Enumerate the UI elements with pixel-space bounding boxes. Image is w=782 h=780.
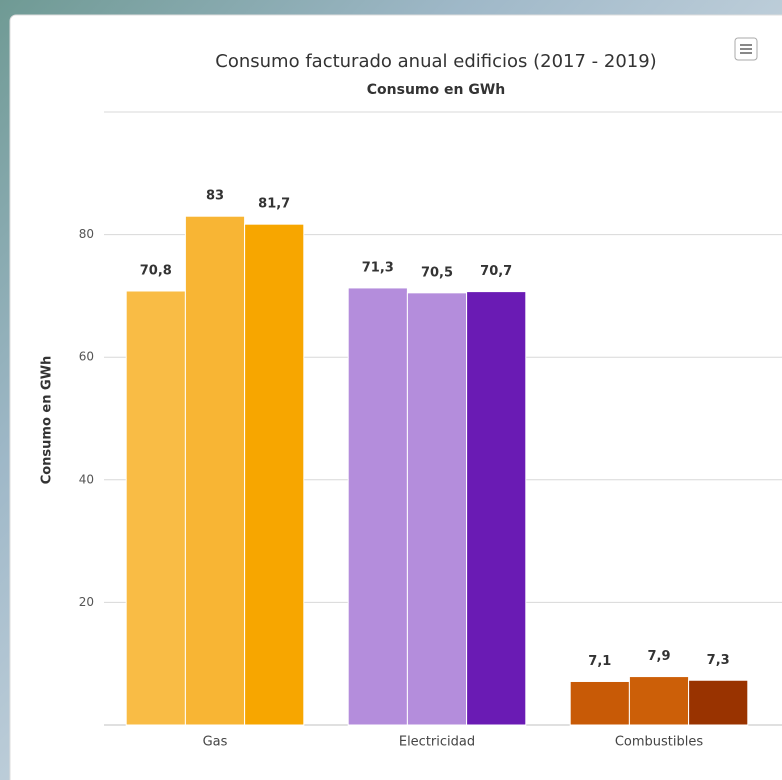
y-tick-label: 20 xyxy=(79,595,94,609)
bar xyxy=(244,223,305,726)
data-label: 70,8 xyxy=(140,263,172,278)
chart-subtitle: Consumo en GWh xyxy=(367,82,505,98)
data-label: 71,3 xyxy=(362,260,394,275)
bar xyxy=(406,292,468,726)
bar xyxy=(688,679,749,726)
data-label: 7,9 xyxy=(647,649,670,664)
bar xyxy=(347,287,408,726)
data-label: 81,7 xyxy=(258,197,290,212)
bar xyxy=(125,290,186,726)
data-label: 70,5 xyxy=(421,265,453,280)
x-tick-label: Gas xyxy=(203,735,228,750)
bar xyxy=(569,680,630,726)
data-label: 7,3 xyxy=(707,653,730,668)
x-tick-label: Electricidad xyxy=(399,735,475,750)
bar xyxy=(184,215,246,726)
y-tick-label: 40 xyxy=(79,472,94,486)
chart-title: Consumo facturado anual edificios (2017 … xyxy=(215,51,656,72)
data-label: 7,1 xyxy=(588,654,611,669)
bar xyxy=(628,676,690,726)
y-tick-label: 60 xyxy=(79,350,94,364)
data-label: 83 xyxy=(206,189,224,204)
bar xyxy=(466,291,527,726)
menu-button[interactable] xyxy=(734,37,758,61)
x-tick-label: Combustibles xyxy=(615,735,704,750)
y-tick-label: 80 xyxy=(79,227,94,241)
y-axis-label: Consumo en GWh xyxy=(40,356,55,485)
data-label: 70,7 xyxy=(480,264,512,279)
